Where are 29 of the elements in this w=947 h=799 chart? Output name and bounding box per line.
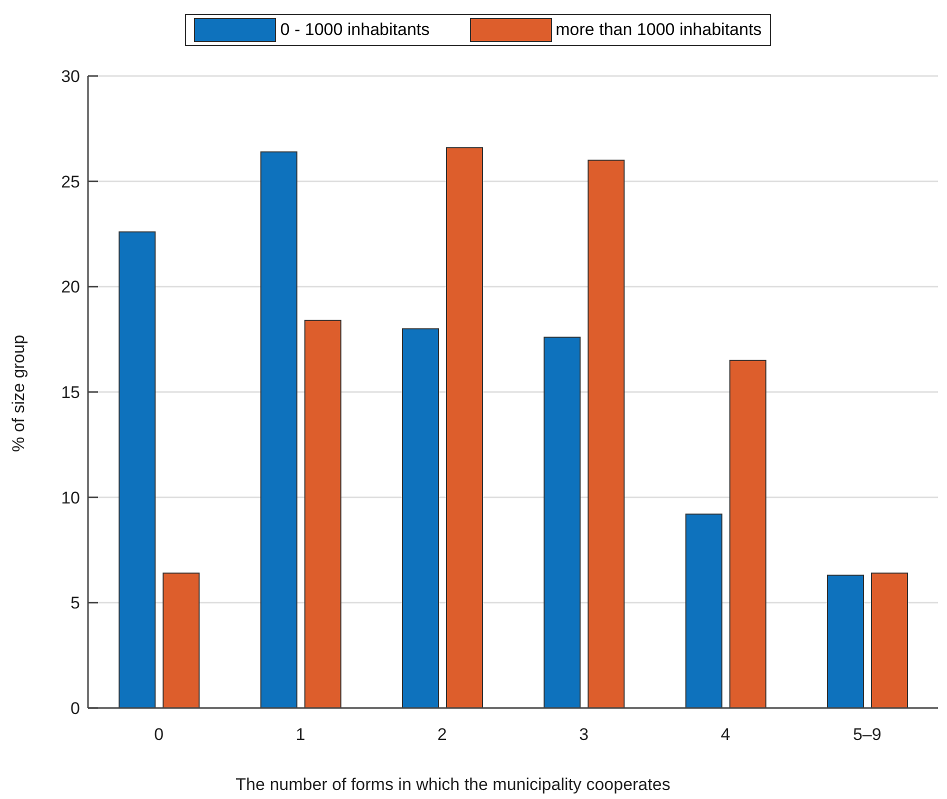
y-axis-title: % of size group bbox=[9, 334, 28, 452]
legend-label: more than 1000 inhabitants bbox=[556, 20, 762, 40]
bar bbox=[162, 572, 200, 708]
y-tick-label: 10 bbox=[61, 488, 80, 508]
y-tick-label: 30 bbox=[61, 67, 80, 86]
bar bbox=[827, 574, 864, 708]
legend-label: 0 - 1000 inhabitants bbox=[280, 20, 430, 40]
bar bbox=[871, 572, 908, 708]
bar bbox=[544, 336, 581, 708]
y-tick-label: 25 bbox=[61, 172, 80, 192]
bar bbox=[402, 328, 439, 708]
x-tick-label: 4 bbox=[720, 725, 730, 744]
bar bbox=[685, 514, 722, 708]
y-tick-label: 15 bbox=[61, 383, 80, 402]
y-tick-label: 5 bbox=[70, 594, 80, 613]
bar bbox=[588, 160, 625, 708]
bar bbox=[304, 320, 342, 708]
bar bbox=[260, 151, 298, 708]
bar bbox=[729, 360, 766, 708]
x-tick-label: 2 bbox=[437, 725, 447, 744]
x-tick-label: 3 bbox=[579, 725, 589, 744]
x-axis-title: The number of forms in which the municipality cooperates bbox=[236, 775, 670, 794]
x-tick-label: 1 bbox=[296, 725, 306, 744]
x-tick-label: 5–9 bbox=[852, 725, 882, 744]
bar bbox=[118, 231, 156, 708]
y-tick-label: 0 bbox=[70, 699, 80, 718]
bar bbox=[446, 147, 483, 708]
y-tick-label: 20 bbox=[61, 278, 80, 297]
x-tick-label: 0 bbox=[154, 725, 164, 744]
